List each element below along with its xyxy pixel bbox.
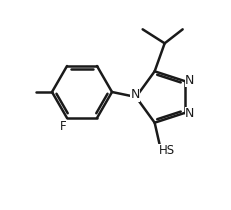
Text: F: F: [59, 121, 66, 134]
Text: N: N: [184, 74, 194, 87]
Text: N: N: [130, 88, 139, 101]
Text: N: N: [184, 107, 194, 120]
Text: HS: HS: [158, 144, 174, 157]
